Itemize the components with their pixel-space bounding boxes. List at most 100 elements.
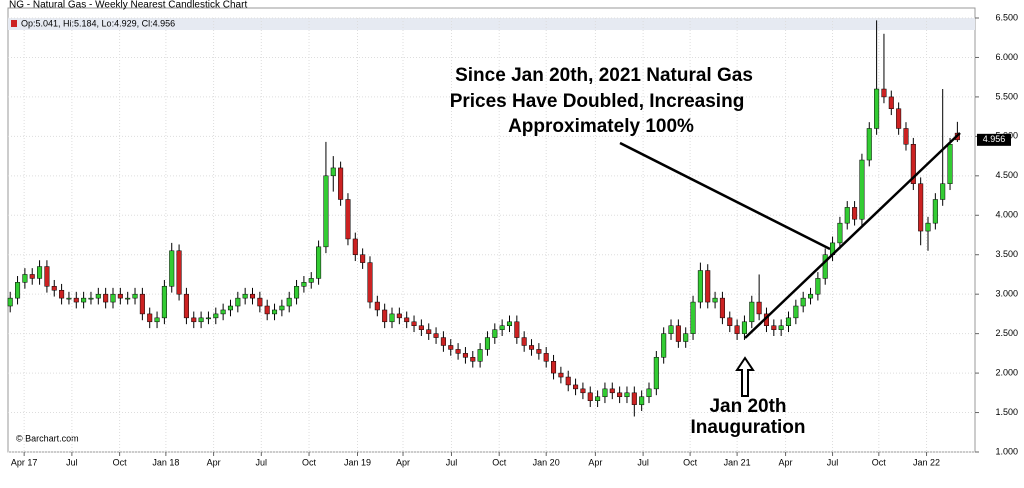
candle-body (477, 349, 483, 362)
candle-body (506, 321, 513, 326)
x-tick-label: Jul (256, 457, 268, 467)
candle-body (617, 392, 623, 398)
candle-body (499, 325, 505, 330)
candle-body (88, 297, 94, 300)
candle-body (947, 144, 953, 184)
candle-body (294, 286, 300, 299)
candle-body (161, 286, 167, 319)
candle-body (338, 167, 344, 200)
candle-body (227, 305, 234, 311)
annotation: Prices Have Doubled, Increasing (450, 91, 745, 112)
candle-body (910, 144, 916, 184)
candle-body (896, 108, 902, 129)
x-tick-label: Apr (779, 457, 793, 467)
candle-body (771, 325, 777, 330)
candle-body (374, 301, 380, 311)
candle-body (242, 293, 248, 299)
candle-body (815, 278, 821, 295)
candle-body (389, 313, 395, 323)
y-tick-label: 2.000 (995, 367, 1018, 377)
candle-body (705, 270, 711, 303)
candle-body (683, 333, 689, 342)
candle-body (712, 297, 718, 303)
candle-body (719, 297, 725, 319)
candle-body (587, 392, 593, 401)
candle-body (411, 321, 417, 326)
candle-body (822, 254, 828, 279)
x-tick-label: Jan 19 (344, 457, 371, 467)
candle-body (147, 313, 153, 323)
candle-body (808, 293, 814, 299)
candle-body (462, 353, 468, 358)
x-tick-label: Jan 22 (913, 457, 940, 467)
candle-body (330, 167, 336, 177)
marks (7, 17, 975, 453)
annotation: Jan 20th (709, 396, 786, 417)
candle-body (903, 128, 909, 145)
candle-body (749, 301, 755, 323)
candle-body (565, 376, 571, 386)
x-tick-label: Oct (302, 457, 317, 467)
y-tick-label: 4.500 (995, 170, 1018, 180)
candle-body (558, 372, 564, 378)
candle-body (404, 317, 410, 323)
candle-body (514, 321, 520, 338)
candle-body (925, 222, 931, 232)
candle-body (191, 317, 197, 323)
candle-body (198, 317, 204, 323)
candle-body (837, 222, 843, 244)
candle-body (785, 317, 792, 326)
last-price: 4.956 (983, 134, 1006, 144)
candle-body (301, 282, 307, 287)
x-tick-label: Oct (872, 457, 887, 467)
candle-body (66, 297, 72, 300)
candle-body (360, 254, 366, 263)
chart-title: NG - Natural Gas - Weekly Nearest Candle… (9, 0, 247, 11)
y-tick-label: 3.500 (995, 249, 1018, 259)
candle-body (918, 183, 924, 232)
candle-body (668, 325, 674, 334)
y-tick-label: 4.000 (995, 210, 1018, 220)
candle-body (536, 349, 542, 354)
candle-body (426, 329, 432, 334)
annotation: Approximately 100% (508, 116, 694, 137)
candle-body (37, 266, 43, 279)
x-tick-label: Jul (446, 457, 458, 467)
x-tick-label: Jul (637, 457, 649, 467)
y-tick-label: 6.500 (995, 12, 1018, 22)
candle-body (778, 325, 784, 330)
candle-body (235, 297, 241, 307)
candle-body (852, 207, 858, 220)
candle-body (543, 353, 549, 362)
y-tick-label: 6.000 (995, 52, 1018, 62)
candle-body (661, 333, 667, 358)
candle-body (264, 305, 270, 315)
candle-body (793, 305, 799, 319)
candle-body (844, 207, 850, 224)
candle-body (117, 293, 123, 299)
arrow (735, 356, 755, 397)
candle-body (205, 317, 211, 320)
candle-body (183, 293, 189, 319)
candle-body (433, 333, 439, 338)
x-tick-label: Jul (827, 457, 839, 467)
candle-body (73, 297, 79, 303)
legend-band (8, 18, 975, 30)
candle-body (874, 88, 880, 129)
candle-body (257, 297, 263, 307)
x-tick-label: Jul (66, 457, 78, 467)
candle-body (7, 297, 13, 307)
candle-body (697, 270, 703, 303)
candle-body (95, 293, 101, 299)
y-tick-label: 1.500 (995, 407, 1018, 417)
x-tick-label: Jan 21 (724, 457, 751, 467)
candle-body (51, 286, 57, 291)
candle-body (492, 329, 498, 338)
candle-body (859, 159, 865, 220)
candle-body (727, 317, 733, 326)
candle-body (932, 199, 938, 224)
x-tick-label: Apr (396, 457, 410, 467)
candle-body (675, 325, 681, 342)
candle-body (396, 313, 402, 319)
